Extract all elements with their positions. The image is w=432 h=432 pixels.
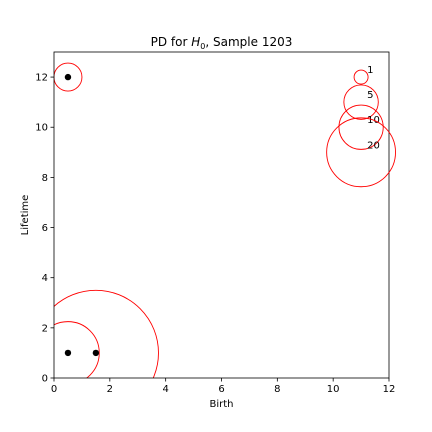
x-tick-label: 10: [327, 384, 340, 395]
size-legend-circle: [338, 104, 384, 150]
multiplicity-circle: [54, 62, 83, 92]
y-axis-label: Lifetime: [20, 195, 31, 236]
size-legend-circle: [326, 117, 396, 188]
x-tick-label: 0: [51, 384, 57, 395]
size-legend-label: 20: [367, 140, 380, 151]
x-tick-label: 12: [383, 384, 396, 395]
size-legend-circle: [353, 69, 369, 85]
size-legend-label: 10: [367, 115, 380, 126]
x-tick-label: 4: [162, 384, 168, 395]
size-legend-label: 1: [367, 65, 373, 76]
plot-area: [54, 62, 159, 378]
size-legend: 1 5 10 20: [326, 65, 396, 188]
size-legend-label: 5: [367, 90, 373, 101]
chart-title-suffix: , Sample 1203: [205, 35, 292, 49]
data-point: [64, 349, 72, 357]
data-point: [92, 349, 100, 357]
x-tick-label: 8: [274, 384, 280, 395]
y-axis-ticks: 0 2 4 6 8 10 12: [35, 73, 54, 385]
x-axis-ticks: 0 2 4 6 8 10 12: [51, 378, 396, 395]
y-tick-label: 6: [42, 223, 48, 234]
y-tick-label: 2: [42, 323, 48, 334]
x-axis-label: Birth: [209, 399, 233, 410]
y-tick-label: 0: [42, 374, 48, 385]
y-tick-label: 4: [42, 273, 48, 284]
y-tick-label: 8: [42, 173, 48, 184]
y-tick-label: 10: [35, 123, 48, 134]
chart-title-subscript: 0: [200, 42, 205, 51]
y-tick-label: 12: [35, 73, 48, 84]
data-point: [64, 73, 72, 81]
chart-title-prefix: PD for: [151, 35, 192, 49]
multiplicity-circle: [54, 289, 159, 378]
chart-title: PD for H0, Sample 1203: [151, 35, 293, 51]
size-legend-circle: [343, 84, 379, 120]
x-tick-label: 6: [218, 384, 224, 395]
multiplicity-circle: [54, 321, 100, 378]
x-tick-label: 2: [107, 384, 113, 395]
chart-title-math: H: [191, 35, 200, 49]
